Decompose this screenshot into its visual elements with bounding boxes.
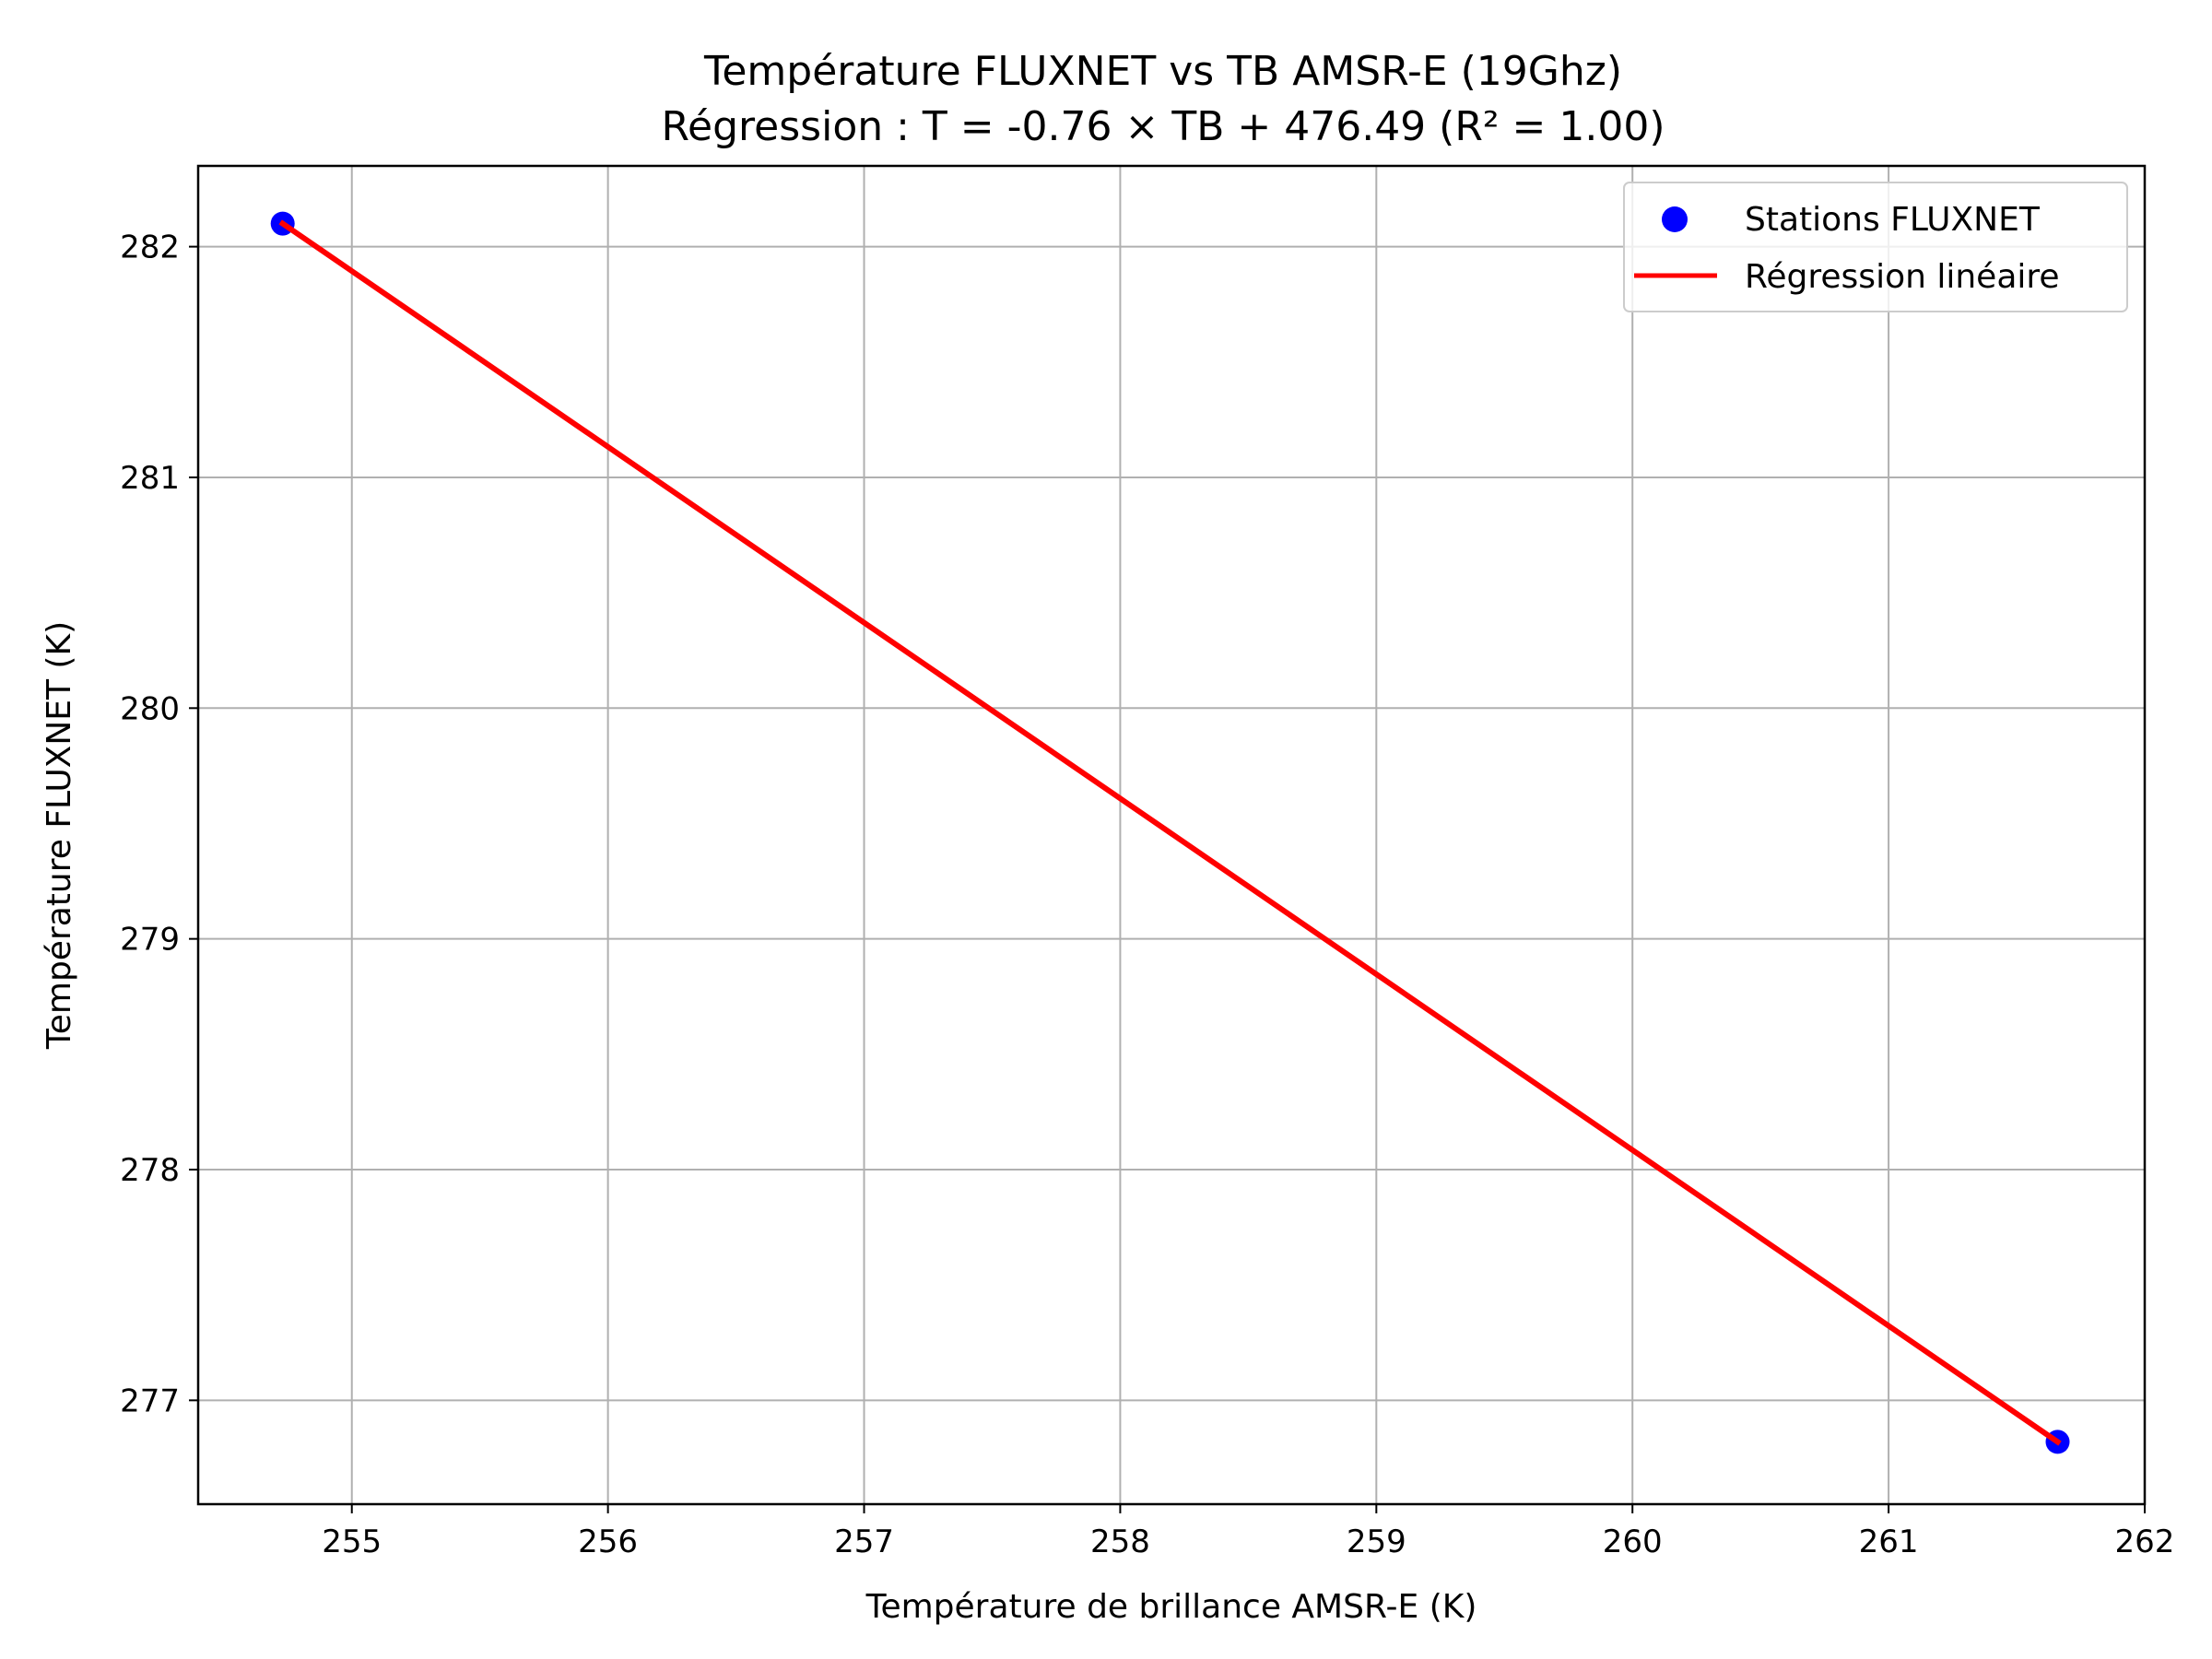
x-tick-label: 258 [1090,1524,1150,1560]
legend: Stations FLUXNET Régression linéaire [1623,182,2128,312]
x-axis-label: Température de brillance AMSR-E (K) [865,1588,1477,1626]
x-tick-label: 260 [1603,1524,1663,1560]
legend-box [1623,182,2128,312]
y-tick-label: 280 [120,690,180,727]
legend-label-regression: Régression linéaire [1745,258,2060,296]
x-tick-label: 259 [1347,1524,1406,1560]
regression-line [278,219,2062,1446]
chart-title: Température FLUXNET vs TB AMSR-E (19Ghz) [703,48,1622,95]
y-tick-label: 278 [120,1152,180,1189]
axis-ticks: 255 256 257 258 259 260 261 262 277 278 279 280 281 2… [120,229,2174,1560]
y-tick-label: 279 [120,922,180,959]
y-axis-label: Température FLUXNET (K) [41,621,78,1050]
y-tick-label: 277 [120,1382,180,1419]
x-tick-label: 256 [578,1524,638,1560]
chart-subtitle: Régression : T = -0.76 × TB + 476.49 (R²… [661,103,1665,150]
x-tick-label: 261 [1859,1524,1919,1560]
legend-label-stations: Stations FLUXNET [1745,201,2041,239]
x-tick-label: 255 [322,1524,382,1560]
plot-series [270,211,2070,1454]
y-tick-label: 281 [120,460,180,497]
x-tick-label: 262 [2115,1524,2175,1560]
legend-marker-stations [1662,206,1688,232]
x-tick-label: 257 [834,1524,894,1560]
plot-frame [196,164,2147,1506]
y-tick-label: 282 [120,229,180,266]
